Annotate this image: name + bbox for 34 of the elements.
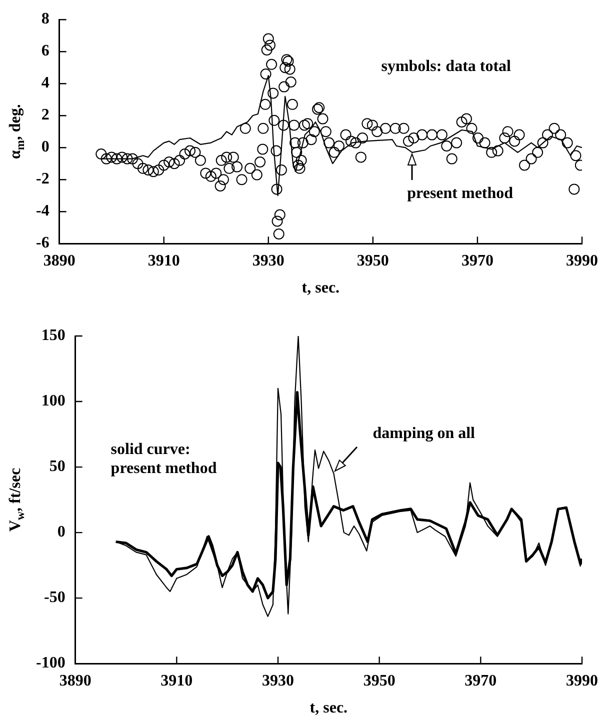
x-tick-label: 3890 bbox=[43, 252, 76, 270]
x-tick-label: 3950 bbox=[356, 252, 389, 270]
y-tick-label: 2 bbox=[41, 106, 50, 124]
annotation: present method bbox=[407, 185, 514, 202]
x-tick-label: 3930 bbox=[262, 672, 294, 690]
x-tick-label: 3910 bbox=[160, 672, 193, 690]
y-axis-title: αm, deg. bbox=[7, 104, 28, 160]
y-tick-label: 50 bbox=[49, 458, 66, 476]
y-tick-label: 150 bbox=[41, 327, 66, 344]
x-tick-label: 3930 bbox=[252, 252, 284, 270]
y-tick-label: 4 bbox=[41, 74, 50, 92]
annotation: symbols: data total bbox=[381, 58, 512, 76]
y-tick-label: -50 bbox=[44, 589, 66, 606]
x-tick-label: 3970 bbox=[461, 252, 494, 270]
y-tick-label: -4 bbox=[36, 202, 50, 220]
x-tick-label: 3950 bbox=[363, 672, 396, 690]
y-tick-label: -6 bbox=[36, 234, 50, 252]
x-axis-title: t, sec. bbox=[302, 280, 340, 297]
y-tick-label: 6 bbox=[41, 42, 50, 60]
y-tick-label: -100 bbox=[36, 654, 66, 672]
annotation: damping on all bbox=[372, 424, 476, 442]
x-tick-label: 3970 bbox=[464, 672, 497, 690]
x-axis-title: t, sec. bbox=[310, 700, 348, 717]
y-tick-label: -2 bbox=[36, 170, 50, 188]
y-axis-title: Vw, ft/sec bbox=[7, 468, 28, 532]
y-tick-label: 100 bbox=[41, 392, 66, 410]
x-tick-label: 3890 bbox=[59, 672, 92, 690]
y-tick-label: 0 bbox=[41, 138, 50, 156]
y-tick-label: 8 bbox=[41, 10, 50, 28]
annotation: solid curve: present method bbox=[110, 440, 217, 477]
x-tick-label: 3990 bbox=[566, 672, 598, 690]
x-tick-label: 3990 bbox=[566, 252, 598, 270]
x-tick-label: 3910 bbox=[148, 252, 180, 270]
y-tick-label: 0 bbox=[57, 524, 66, 541]
